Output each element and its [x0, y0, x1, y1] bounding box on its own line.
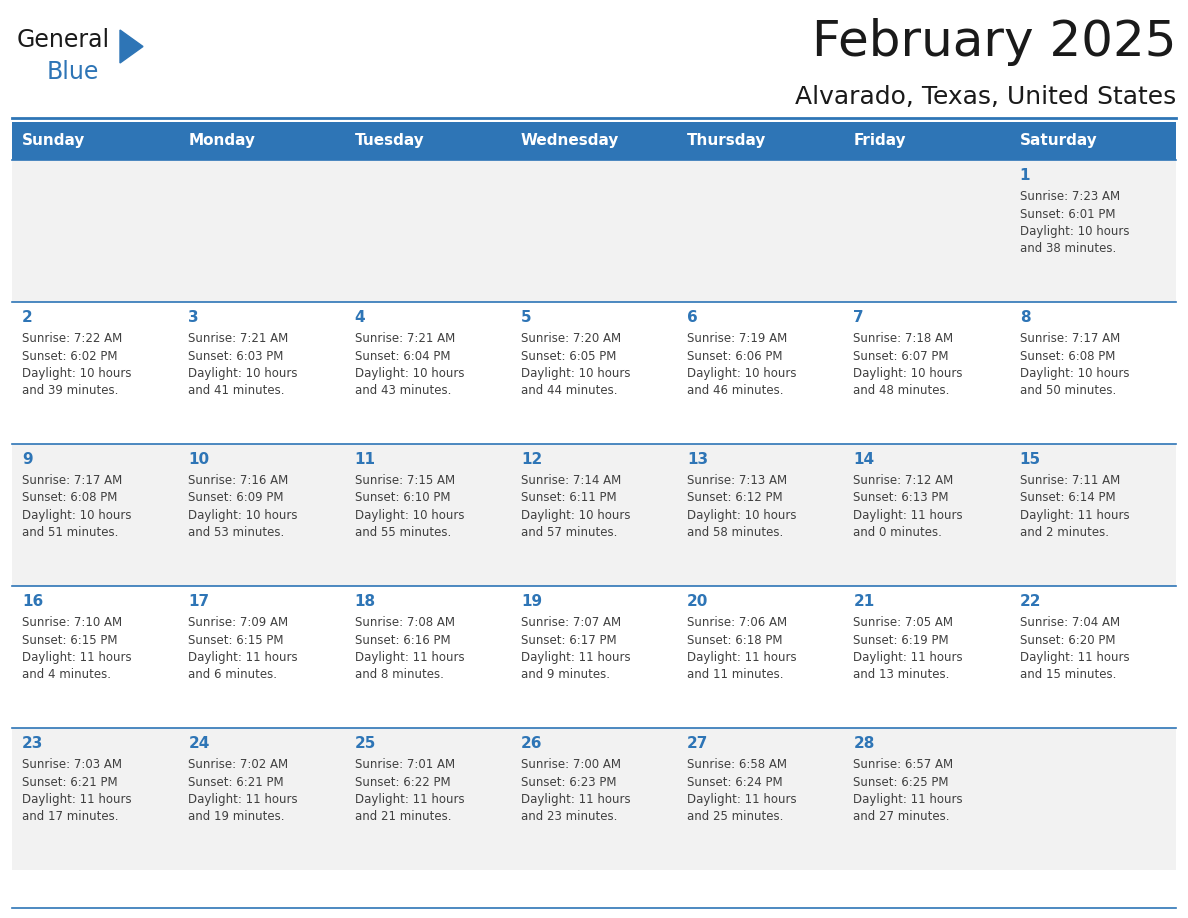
Text: Sunrise: 7:22 AM
Sunset: 6:02 PM
Daylight: 10 hours
and 39 minutes.: Sunrise: 7:22 AM Sunset: 6:02 PM Dayligh… [23, 332, 132, 397]
Text: Blue: Blue [48, 60, 100, 84]
Text: Sunrise: 7:01 AM
Sunset: 6:22 PM
Daylight: 11 hours
and 21 minutes.: Sunrise: 7:01 AM Sunset: 6:22 PM Dayligh… [354, 758, 465, 823]
Text: Sunrise: 7:20 AM
Sunset: 6:05 PM
Daylight: 10 hours
and 44 minutes.: Sunrise: 7:20 AM Sunset: 6:05 PM Dayligh… [520, 332, 631, 397]
Text: 24: 24 [188, 736, 209, 751]
Text: Wednesday: Wednesday [520, 133, 619, 149]
Text: 12: 12 [520, 452, 542, 467]
Bar [12, 160, 1176, 302]
Text: Sunrise: 7:23 AM
Sunset: 6:01 PM
Daylight: 10 hours
and 38 minutes.: Sunrise: 7:23 AM Sunset: 6:01 PM Dayligh… [1019, 190, 1130, 255]
Text: 5: 5 [520, 310, 531, 325]
Text: 26: 26 [520, 736, 543, 751]
Text: Sunrise: 7:05 AM
Sunset: 6:19 PM
Daylight: 11 hours
and 13 minutes.: Sunrise: 7:05 AM Sunset: 6:19 PM Dayligh… [853, 616, 963, 681]
Text: Sunrise: 7:00 AM
Sunset: 6:23 PM
Daylight: 11 hours
and 23 minutes.: Sunrise: 7:00 AM Sunset: 6:23 PM Dayligh… [520, 758, 631, 823]
Text: Sunrise: 7:17 AM
Sunset: 6:08 PM
Daylight: 10 hours
and 51 minutes.: Sunrise: 7:17 AM Sunset: 6:08 PM Dayligh… [23, 474, 132, 540]
Text: 28: 28 [853, 736, 874, 751]
Bar [12, 122, 1176, 160]
Text: 11: 11 [354, 452, 375, 467]
Text: Sunrise: 6:57 AM
Sunset: 6:25 PM
Daylight: 11 hours
and 27 minutes.: Sunrise: 6:57 AM Sunset: 6:25 PM Dayligh… [853, 758, 963, 823]
Polygon shape [120, 30, 143, 63]
Text: 6: 6 [687, 310, 697, 325]
Text: Sunrise: 7:08 AM
Sunset: 6:16 PM
Daylight: 11 hours
and 8 minutes.: Sunrise: 7:08 AM Sunset: 6:16 PM Dayligh… [354, 616, 465, 681]
Text: 18: 18 [354, 594, 375, 609]
Text: Tuesday: Tuesday [354, 133, 424, 149]
Bar [12, 586, 1176, 728]
Text: Sunrise: 7:03 AM
Sunset: 6:21 PM
Daylight: 11 hours
and 17 minutes.: Sunrise: 7:03 AM Sunset: 6:21 PM Dayligh… [23, 758, 132, 823]
Text: 27: 27 [687, 736, 708, 751]
Text: February 2025: February 2025 [811, 18, 1176, 66]
Text: 23: 23 [23, 736, 44, 751]
Text: 25: 25 [354, 736, 375, 751]
Text: Sunrise: 7:10 AM
Sunset: 6:15 PM
Daylight: 11 hours
and 4 minutes.: Sunrise: 7:10 AM Sunset: 6:15 PM Dayligh… [23, 616, 132, 681]
Text: Sunrise: 7:04 AM
Sunset: 6:20 PM
Daylight: 11 hours
and 15 minutes.: Sunrise: 7:04 AM Sunset: 6:20 PM Dayligh… [1019, 616, 1130, 681]
Text: 17: 17 [188, 594, 209, 609]
Text: 9: 9 [23, 452, 32, 467]
Text: Sunrise: 7:14 AM
Sunset: 6:11 PM
Daylight: 10 hours
and 57 minutes.: Sunrise: 7:14 AM Sunset: 6:11 PM Dayligh… [520, 474, 631, 540]
Text: Sunrise: 7:12 AM
Sunset: 6:13 PM
Daylight: 11 hours
and 0 minutes.: Sunrise: 7:12 AM Sunset: 6:13 PM Dayligh… [853, 474, 963, 540]
Text: Sunrise: 7:11 AM
Sunset: 6:14 PM
Daylight: 11 hours
and 2 minutes.: Sunrise: 7:11 AM Sunset: 6:14 PM Dayligh… [1019, 474, 1130, 540]
Text: Sunday: Sunday [23, 133, 86, 149]
Text: General: General [17, 28, 110, 52]
Text: Sunrise: 7:09 AM
Sunset: 6:15 PM
Daylight: 11 hours
and 6 minutes.: Sunrise: 7:09 AM Sunset: 6:15 PM Dayligh… [188, 616, 298, 681]
Text: 22: 22 [1019, 594, 1041, 609]
Text: 14: 14 [853, 452, 874, 467]
Text: Sunrise: 7:13 AM
Sunset: 6:12 PM
Daylight: 10 hours
and 58 minutes.: Sunrise: 7:13 AM Sunset: 6:12 PM Dayligh… [687, 474, 797, 540]
Text: 10: 10 [188, 452, 209, 467]
Bar [12, 728, 1176, 870]
Text: 19: 19 [520, 594, 542, 609]
Bar [12, 444, 1176, 586]
Text: Sunrise: 7:19 AM
Sunset: 6:06 PM
Daylight: 10 hours
and 46 minutes.: Sunrise: 7:19 AM Sunset: 6:06 PM Dayligh… [687, 332, 797, 397]
Text: 8: 8 [1019, 310, 1030, 325]
Text: 2: 2 [23, 310, 33, 325]
Text: 16: 16 [23, 594, 43, 609]
Text: Sunrise: 6:58 AM
Sunset: 6:24 PM
Daylight: 11 hours
and 25 minutes.: Sunrise: 6:58 AM Sunset: 6:24 PM Dayligh… [687, 758, 797, 823]
Text: Sunrise: 7:16 AM
Sunset: 6:09 PM
Daylight: 10 hours
and 53 minutes.: Sunrise: 7:16 AM Sunset: 6:09 PM Dayligh… [188, 474, 298, 540]
Text: Sunrise: 7:15 AM
Sunset: 6:10 PM
Daylight: 10 hours
and 55 minutes.: Sunrise: 7:15 AM Sunset: 6:10 PM Dayligh… [354, 474, 465, 540]
Text: Alvarado, Texas, United States: Alvarado, Texas, United States [795, 85, 1176, 109]
Text: 7: 7 [853, 310, 864, 325]
Text: Sunrise: 7:21 AM
Sunset: 6:04 PM
Daylight: 10 hours
and 43 minutes.: Sunrise: 7:21 AM Sunset: 6:04 PM Dayligh… [354, 332, 465, 397]
Text: 1: 1 [1019, 168, 1030, 183]
Text: Sunrise: 7:21 AM
Sunset: 6:03 PM
Daylight: 10 hours
and 41 minutes.: Sunrise: 7:21 AM Sunset: 6:03 PM Dayligh… [188, 332, 298, 397]
Text: 4: 4 [354, 310, 365, 325]
Text: 15: 15 [1019, 452, 1041, 467]
Text: 20: 20 [687, 594, 708, 609]
Text: Sunrise: 7:02 AM
Sunset: 6:21 PM
Daylight: 11 hours
and 19 minutes.: Sunrise: 7:02 AM Sunset: 6:21 PM Dayligh… [188, 758, 298, 823]
Text: 3: 3 [188, 310, 198, 325]
Text: 21: 21 [853, 594, 874, 609]
Text: 13: 13 [687, 452, 708, 467]
Text: Sunrise: 7:06 AM
Sunset: 6:18 PM
Daylight: 11 hours
and 11 minutes.: Sunrise: 7:06 AM Sunset: 6:18 PM Dayligh… [687, 616, 797, 681]
Text: Friday: Friday [853, 133, 906, 149]
Text: Sunrise: 7:17 AM
Sunset: 6:08 PM
Daylight: 10 hours
and 50 minutes.: Sunrise: 7:17 AM Sunset: 6:08 PM Dayligh… [1019, 332, 1130, 397]
Text: Monday: Monday [188, 133, 255, 149]
Text: Thursday: Thursday [687, 133, 766, 149]
Bar [12, 302, 1176, 444]
Text: Sunrise: 7:07 AM
Sunset: 6:17 PM
Daylight: 11 hours
and 9 minutes.: Sunrise: 7:07 AM Sunset: 6:17 PM Dayligh… [520, 616, 631, 681]
Text: Saturday: Saturday [1019, 133, 1098, 149]
Text: Sunrise: 7:18 AM
Sunset: 6:07 PM
Daylight: 10 hours
and 48 minutes.: Sunrise: 7:18 AM Sunset: 6:07 PM Dayligh… [853, 332, 963, 397]
